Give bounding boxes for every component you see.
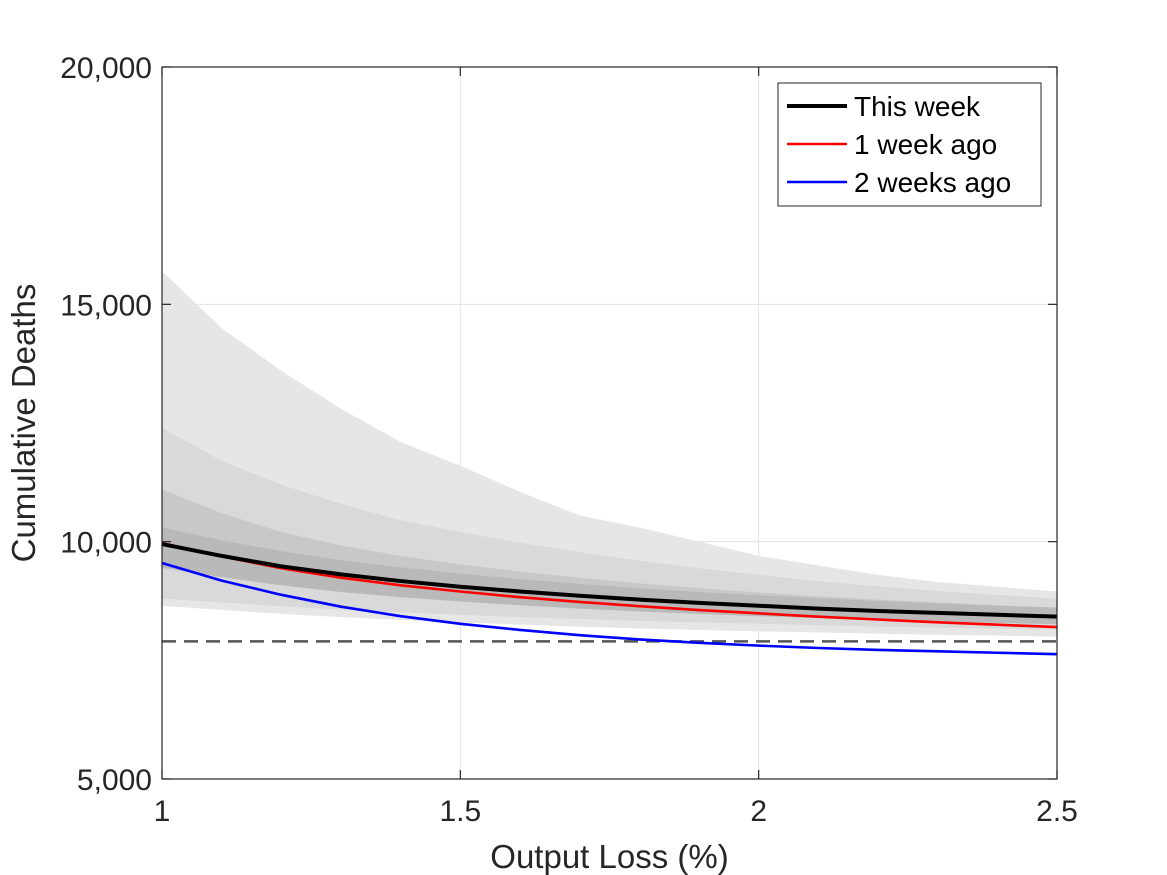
x-tick-label: 1.5 bbox=[439, 795, 481, 828]
legend-label-2-weeks-ago: 2 weeks ago bbox=[854, 167, 1011, 198]
x-axis-label: Output Loss (%) bbox=[490, 838, 728, 875]
y-axis-label: Cumulative Deaths bbox=[5, 284, 42, 563]
legend-label-this-week: This week bbox=[854, 91, 981, 122]
y-tick-label: 20,000 bbox=[60, 52, 152, 85]
series-lines bbox=[161, 541, 1058, 656]
legend-label-1-week-ago: 1 week ago bbox=[854, 129, 997, 160]
series-line-this-week bbox=[161, 542, 1058, 619]
series-line-2-weeks-ago bbox=[161, 561, 1058, 656]
y-tick-label: 5,000 bbox=[77, 764, 152, 797]
x-tick-label: 2.5 bbox=[1036, 795, 1078, 828]
x-tick-label: 1 bbox=[154, 795, 171, 828]
uncertainty-band-4 bbox=[162, 527, 1057, 625]
series-line-1-week-ago bbox=[161, 541, 1058, 629]
legend: This week 1 week ago 2 weeks ago bbox=[777, 82, 1042, 207]
plot-frame bbox=[161, 66, 1058, 780]
y-tick-label: 15,000 bbox=[60, 289, 152, 322]
x-tick-label: 2 bbox=[750, 795, 767, 828]
axis-ticks: 1 1.5 2 2.5 5,000 10,000 15,000 20,000 bbox=[60, 52, 1078, 828]
y-tick-label: 10,000 bbox=[60, 527, 152, 560]
